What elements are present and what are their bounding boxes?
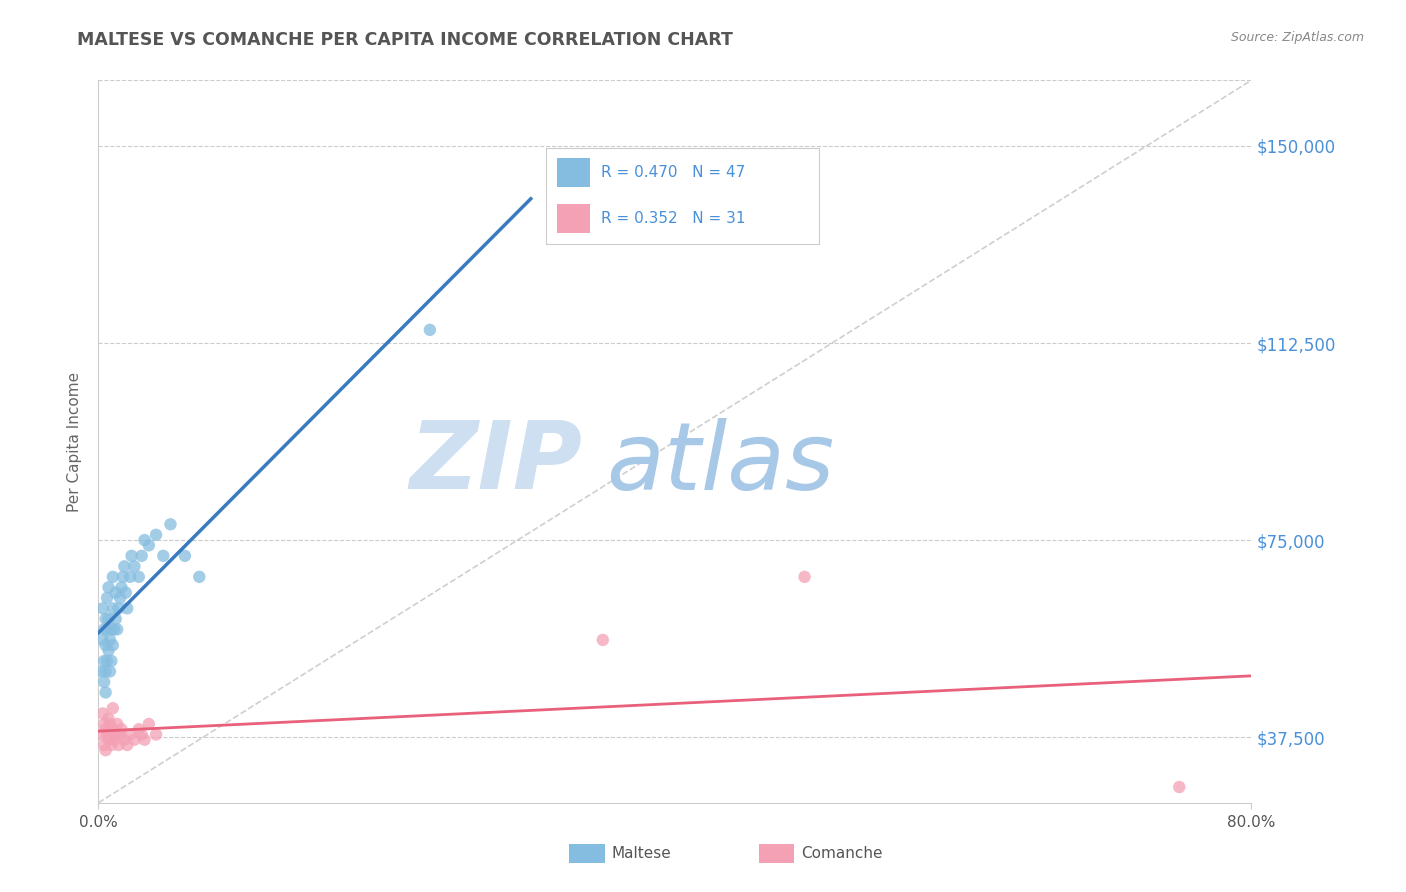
Point xyxy=(96,654,118,668)
Text: ZIP: ZIP xyxy=(409,417,582,509)
Point xyxy=(117,738,139,752)
Point xyxy=(96,727,118,741)
Point xyxy=(98,665,121,679)
Point xyxy=(592,632,614,647)
Point xyxy=(90,665,112,679)
Point xyxy=(107,738,129,752)
Point xyxy=(96,591,118,605)
Point xyxy=(94,685,117,699)
Point xyxy=(94,638,117,652)
Point xyxy=(138,717,160,731)
Point xyxy=(98,717,121,731)
Point xyxy=(100,738,122,752)
Point xyxy=(110,723,132,737)
Text: atlas: atlas xyxy=(606,417,834,508)
Point xyxy=(105,623,128,637)
Point xyxy=(1168,780,1191,794)
Point xyxy=(104,612,127,626)
Point xyxy=(138,538,160,552)
Point xyxy=(110,580,132,594)
Point xyxy=(101,723,124,737)
Point xyxy=(107,601,129,615)
Text: Maltese: Maltese xyxy=(612,847,671,861)
Point xyxy=(131,727,153,741)
Point xyxy=(101,701,124,715)
Point xyxy=(98,632,121,647)
Point xyxy=(103,732,125,747)
Bar xyxy=(557,158,589,186)
Point xyxy=(121,549,143,563)
Point xyxy=(94,612,117,626)
Point xyxy=(93,623,115,637)
Point xyxy=(94,743,117,757)
Point xyxy=(108,727,131,741)
Point xyxy=(793,570,815,584)
Point xyxy=(94,665,117,679)
Point xyxy=(145,727,167,741)
Point xyxy=(93,738,115,752)
Point xyxy=(188,570,211,584)
Point xyxy=(91,706,114,721)
Point xyxy=(114,585,136,599)
Point xyxy=(96,623,118,637)
Point xyxy=(108,591,131,605)
Point xyxy=(90,727,112,741)
Point xyxy=(174,549,197,563)
Point xyxy=(100,623,122,637)
Point xyxy=(128,723,150,737)
Text: R = 0.352   N = 31: R = 0.352 N = 31 xyxy=(600,211,745,226)
Point xyxy=(124,559,146,574)
Text: MALTESE VS COMANCHE PER CAPITA INCOME CORRELATION CHART: MALTESE VS COMANCHE PER CAPITA INCOME CO… xyxy=(77,31,733,49)
Point xyxy=(112,559,135,574)
Point xyxy=(93,675,115,690)
Point xyxy=(91,632,114,647)
Point xyxy=(134,732,156,747)
Point xyxy=(159,517,181,532)
Point xyxy=(152,549,174,563)
Point xyxy=(101,601,124,615)
Point xyxy=(120,570,142,584)
Point xyxy=(97,732,120,747)
Point xyxy=(131,549,153,563)
Point xyxy=(117,601,139,615)
Point xyxy=(104,727,127,741)
Text: Comanche: Comanche xyxy=(801,847,883,861)
Text: R = 0.470   N = 47: R = 0.470 N = 47 xyxy=(600,165,745,180)
Point xyxy=(97,643,120,657)
Point xyxy=(101,638,124,652)
Point xyxy=(134,533,156,547)
Point xyxy=(97,580,120,594)
Point xyxy=(103,623,125,637)
Point xyxy=(105,717,128,731)
Point xyxy=(124,732,146,747)
Point xyxy=(120,727,142,741)
Point xyxy=(101,570,124,584)
Point xyxy=(112,732,135,747)
Point xyxy=(93,717,115,731)
Point xyxy=(419,323,441,337)
Y-axis label: Per Capita Income: Per Capita Income xyxy=(67,371,83,512)
Text: Source: ZipAtlas.com: Source: ZipAtlas.com xyxy=(1230,31,1364,45)
Point xyxy=(91,601,114,615)
Point xyxy=(145,528,167,542)
Point xyxy=(104,585,127,599)
Bar xyxy=(557,204,589,233)
Point xyxy=(97,612,120,626)
Point xyxy=(94,723,117,737)
Point xyxy=(100,654,122,668)
Point xyxy=(128,570,150,584)
Point xyxy=(111,570,134,584)
Point xyxy=(97,712,120,726)
Point xyxy=(93,654,115,668)
